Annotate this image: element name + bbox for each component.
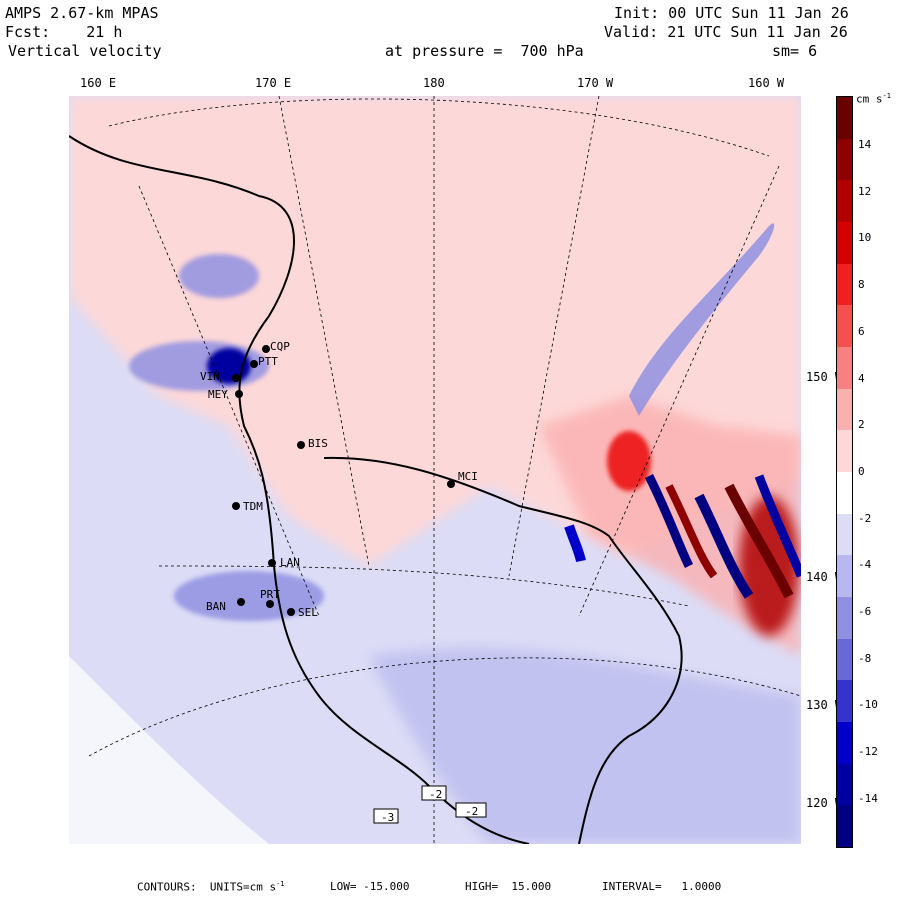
colorbar-swatch xyxy=(837,347,852,390)
colorbar-tick-label: 2 xyxy=(858,418,865,432)
colorbar-swatch xyxy=(837,597,852,640)
lat-label-120w: 120 W xyxy=(806,796,843,810)
colorbar-swatch xyxy=(837,722,852,765)
valid-time: Valid: 21 UTC Sun 11 Jan 26 xyxy=(604,23,848,41)
station-dot-lan xyxy=(268,559,276,567)
station-dot-mci xyxy=(447,480,455,488)
colorbar-swatch xyxy=(837,805,852,848)
lon-label-180: 180 xyxy=(423,76,445,90)
colorbar-tick-label: -10 xyxy=(858,698,878,712)
station-dot-bis xyxy=(297,441,305,449)
station-ptt[interactable]: PTT xyxy=(258,355,278,368)
station-bis[interactable]: BIS xyxy=(308,437,328,450)
colorbar-tick-label: -2 xyxy=(858,511,872,525)
station-cqp[interactable]: CQP xyxy=(270,340,290,353)
colorbar-tick-label: -14 xyxy=(858,791,878,805)
station-sel[interactable]: SEL xyxy=(298,606,318,619)
colorbar-swatch xyxy=(837,305,852,348)
footer-high: HIGH= 15.000 xyxy=(465,880,552,893)
station-ban[interactable]: BAN xyxy=(206,600,226,613)
footer-contours: CONTOURS: UNITS=cm s-1 xyxy=(137,880,285,894)
colorbar-tick-label: 14 xyxy=(858,138,872,151)
station-dot-ban xyxy=(237,598,245,606)
velocity-field xyxy=(69,96,801,844)
station-prt[interactable]: PRT xyxy=(260,588,280,601)
lon-label-170e: 170 E xyxy=(255,76,292,90)
colorbar-tick-label: 6 xyxy=(858,324,865,338)
colorbar-swatch xyxy=(837,763,852,806)
colorbar-swatch xyxy=(837,222,852,265)
station-lan[interactable]: LAN xyxy=(280,556,300,569)
station-dot-tdm xyxy=(232,502,240,510)
box-value-3: -2 xyxy=(465,805,479,818)
box-value-1: -3 xyxy=(381,811,395,824)
station-dot-sel xyxy=(287,608,295,616)
lat-label-130w: 130 W xyxy=(806,698,843,712)
negative-plateau xyxy=(369,647,801,844)
station-dot-prt xyxy=(266,600,274,608)
red-cell xyxy=(607,431,651,491)
coastline-west xyxy=(69,135,530,844)
colorbar-swatch xyxy=(837,263,852,306)
colorbar-swatch xyxy=(837,138,852,181)
lat-label-140w: 140 W xyxy=(806,570,843,584)
colorbar-swatch xyxy=(837,180,852,223)
station-dot-vin xyxy=(232,374,240,382)
mountain-wave-bands xyxy=(564,473,801,599)
model-title: AMPS 2.67-km MPAS xyxy=(5,4,159,22)
box-value-2: -2 xyxy=(429,788,443,801)
colorbar-tick-label: 10 xyxy=(858,231,872,245)
colorbar-swatch xyxy=(837,638,852,681)
blank-region xyxy=(69,656,269,844)
colorbar-tick-label: 12 xyxy=(858,184,872,198)
lon-label-170w: 170 W xyxy=(577,76,614,90)
footer-interval: INTERVAL= 1.0000 xyxy=(602,880,722,893)
coastline-ice-shelf xyxy=(323,456,683,844)
pressure-level: at pressure = 700 hPa xyxy=(385,42,584,60)
colorbar-units: cm s-1 xyxy=(856,92,891,106)
field-name: Vertical velocity xyxy=(8,42,162,60)
init-time: Init: 00 UTC Sun 11 Jan 26 xyxy=(614,4,849,22)
colorbar-swatch xyxy=(837,97,852,140)
station-dot-mey xyxy=(235,390,243,398)
colorbar-swatch xyxy=(837,555,852,598)
colorbar-swatch xyxy=(837,513,852,556)
forecast-hour: Fcst: 21 h xyxy=(5,23,123,41)
footer-low: LOW= -15.000 xyxy=(330,880,410,893)
colorbar-tick-label: -8 xyxy=(858,651,872,665)
velocity-map xyxy=(69,96,801,844)
colorbar-swatch xyxy=(837,430,852,473)
station-dot-ptt xyxy=(250,360,258,368)
colorbar-tick-label: 8 xyxy=(858,278,865,292)
station-tdm[interactable]: TDM xyxy=(243,500,263,513)
colorbar-tick-label: 4 xyxy=(858,371,865,385)
colorbar-tick-label: -4 xyxy=(858,558,872,572)
colorbar-swatch xyxy=(837,680,852,723)
lat-label-150w: 150 W xyxy=(806,370,843,384)
station-dot-cqp xyxy=(262,345,270,353)
colorbar-swatch xyxy=(837,472,852,515)
colorbar-swatch xyxy=(837,388,852,431)
station-mci[interactable]: MCI xyxy=(458,470,478,483)
lon-label-160e: 160 E xyxy=(80,76,117,90)
colorbar-tick-label: 0 xyxy=(858,464,865,478)
station-vin[interactable]: VIN xyxy=(200,370,220,383)
colorbar-tick-label: -12 xyxy=(858,745,878,759)
lon-label-160w: 160 W xyxy=(748,76,785,90)
colorbar-tick-label: -6 xyxy=(858,605,872,618)
smoothing: sm= 6 xyxy=(772,42,818,60)
station-mey[interactable]: MEY xyxy=(208,388,228,401)
colorbar xyxy=(836,96,853,848)
